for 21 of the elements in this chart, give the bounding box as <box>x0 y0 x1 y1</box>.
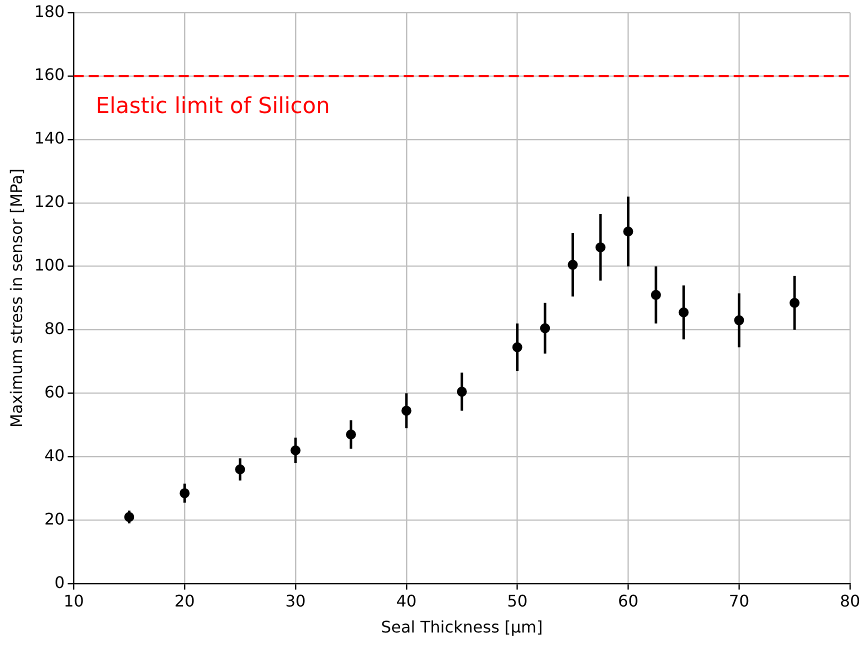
x-tick-label: 50 <box>507 591 528 610</box>
x-tick-label: 20 <box>174 591 195 610</box>
x-tick-label: 30 <box>285 591 306 610</box>
y-tick-label: 0 <box>54 572 65 592</box>
x-tick-label: 70 <box>728 591 750 610</box>
x-axis-title: Seal Thickness [μm] <box>380 618 543 637</box>
y-tick-label: 140 <box>34 128 65 148</box>
y-tick-label: 40 <box>44 446 65 465</box>
y-tick-label: 120 <box>34 192 65 212</box>
y-tick-label: 60 <box>44 382 65 402</box>
y-tick-label: 160 <box>34 65 65 84</box>
y-tick-label: 80 <box>44 318 65 338</box>
y-tick-label: 20 <box>44 509 65 528</box>
y-tick-label: 180 <box>34 2 65 21</box>
x-tick-label: 80 <box>840 591 860 610</box>
y-tick-label: 100 <box>34 256 65 275</box>
x-tick-label: 10 <box>64 591 84 610</box>
ref-line-label: Elastic limit of Silicon <box>96 94 330 119</box>
y-axis-title: Maximum stress in sensor [MPa] <box>6 168 26 428</box>
x-tick-label: 40 <box>396 591 417 610</box>
x-tick-label: 60 <box>618 591 638 610</box>
